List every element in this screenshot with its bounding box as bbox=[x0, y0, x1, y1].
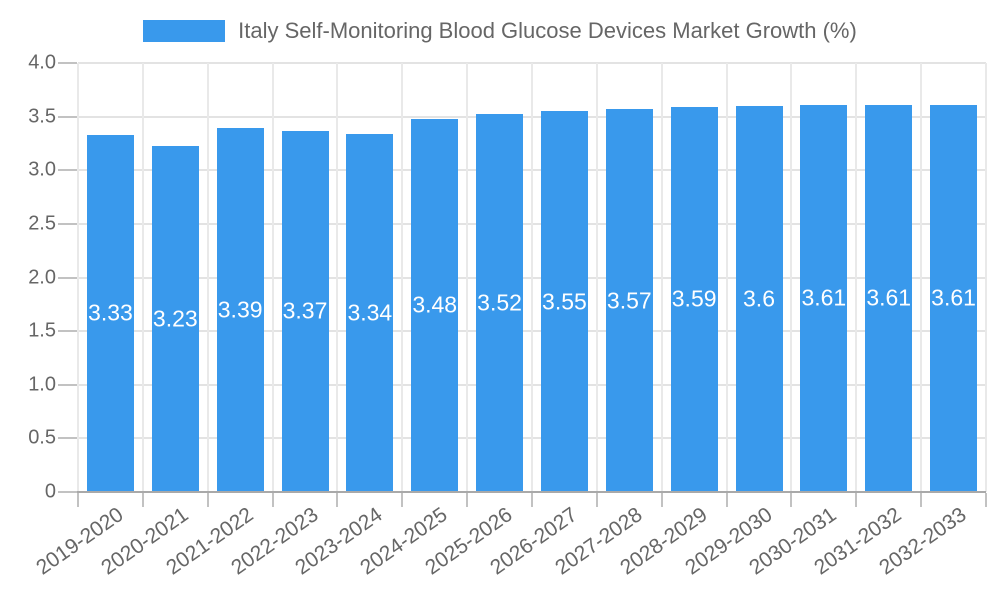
gridline-vertical bbox=[77, 63, 79, 492]
gridline-vertical bbox=[141, 63, 144, 492]
x-axis-tick bbox=[271, 493, 274, 507]
x-axis-tick bbox=[206, 493, 209, 507]
y-axis-tick bbox=[58, 62, 77, 64]
bar-value-label: 3.37 bbox=[282, 297, 328, 324]
legend-label: Italy Self-Monitoring Blood Glucose Devi… bbox=[238, 18, 857, 43]
x-axis-tick bbox=[595, 493, 598, 507]
gridline-vertical bbox=[790, 63, 793, 492]
legend[interactable]: Italy Self-Monitoring Blood Glucose Devi… bbox=[0, 18, 1000, 44]
y-axis-tick-label: 2.0 bbox=[28, 266, 56, 288]
bar bbox=[540, 111, 588, 492]
y-axis-tick bbox=[58, 383, 77, 386]
x-axis-tick bbox=[336, 493, 339, 507]
x-axis-tick bbox=[466, 493, 469, 507]
bar bbox=[930, 104, 978, 492]
bar bbox=[476, 114, 524, 492]
y-axis-tick bbox=[58, 276, 77, 279]
y-axis-tick-label: 3.0 bbox=[28, 158, 56, 181]
x-axis-line bbox=[77, 491, 986, 493]
bar-value-label: 3.57 bbox=[606, 287, 652, 314]
gridline-vertical bbox=[595, 63, 598, 492]
bar bbox=[346, 133, 394, 492]
gridline-vertical bbox=[271, 63, 274, 492]
y-axis-tick bbox=[58, 222, 77, 225]
bar bbox=[151, 145, 199, 492]
x-axis-tick bbox=[855, 493, 858, 507]
bar-value-label: 3.34 bbox=[347, 299, 393, 326]
y-axis-tick-label: 1.0 bbox=[28, 373, 56, 396]
x-axis-tick bbox=[660, 493, 663, 507]
y-axis-tick bbox=[58, 115, 77, 118]
gridline-vertical bbox=[336, 63, 339, 492]
bar bbox=[670, 106, 718, 492]
gridline-vertical bbox=[725, 63, 728, 492]
bar-value-label: 3.61 bbox=[801, 284, 847, 311]
bar bbox=[605, 109, 653, 492]
x-axis-tick bbox=[401, 493, 404, 507]
bar-value-label: 3.55 bbox=[542, 288, 587, 315]
gridline-vertical bbox=[401, 63, 404, 492]
bar-value-label: 3.61 bbox=[866, 284, 912, 311]
bar bbox=[735, 105, 783, 492]
gridline-vertical bbox=[920, 63, 923, 492]
bar bbox=[865, 104, 913, 492]
plot-area: 3.33 3.23 3.39 3.37 3.34 3.48 3.52 3.55 3.57 3.59… bbox=[77, 62, 987, 493]
bar-value-label: 3.61 bbox=[931, 284, 976, 311]
gridline-vertical bbox=[206, 63, 209, 492]
y-axis-tick-label: 4.0 bbox=[28, 51, 56, 74]
x-axis-tick bbox=[920, 493, 923, 507]
x-axis-tick bbox=[790, 493, 793, 507]
gridline-vertical bbox=[985, 63, 987, 492]
x-axis-tick bbox=[985, 493, 987, 507]
y-axis-tick bbox=[58, 330, 77, 333]
gridline-vertical bbox=[855, 63, 858, 492]
y-axis-tick bbox=[58, 491, 77, 493]
y-axis-tick-label: 0 bbox=[44, 480, 56, 503]
legend-swatch-icon bbox=[143, 20, 226, 42]
bar-value-label: 3.33 bbox=[88, 299, 133, 326]
bar-value-label: 3.59 bbox=[671, 285, 717, 312]
bar-value-label: 3.48 bbox=[412, 291, 458, 318]
y-axis-tick-label: 3.5 bbox=[28, 105, 56, 128]
gridline-vertical bbox=[531, 63, 533, 492]
bar bbox=[216, 128, 264, 492]
bar-value-label: 3.6 bbox=[743, 285, 775, 312]
y-axis-tick-label: 1.5 bbox=[28, 319, 56, 342]
x-axis-tick bbox=[531, 493, 533, 507]
gridline-vertical bbox=[660, 63, 663, 492]
bar bbox=[800, 104, 848, 492]
x-axis-tick bbox=[77, 493, 79, 507]
y-axis-tick-label: 2.5 bbox=[28, 212, 56, 235]
bar bbox=[86, 134, 134, 492]
y-axis-tick bbox=[58, 169, 77, 172]
y-axis-tick-label: 0.5 bbox=[28, 426, 56, 449]
x-axis-tick bbox=[725, 493, 728, 507]
x-axis-tick bbox=[141, 493, 144, 507]
bar-value-label: 3.52 bbox=[477, 289, 522, 316]
bar bbox=[281, 130, 329, 492]
y-axis-tick bbox=[58, 437, 77, 440]
bar-value-label: 3.39 bbox=[217, 296, 263, 323]
bar bbox=[411, 118, 459, 492]
bar-value-label: 3.23 bbox=[152, 305, 198, 332]
gridline-vertical bbox=[466, 63, 469, 492]
